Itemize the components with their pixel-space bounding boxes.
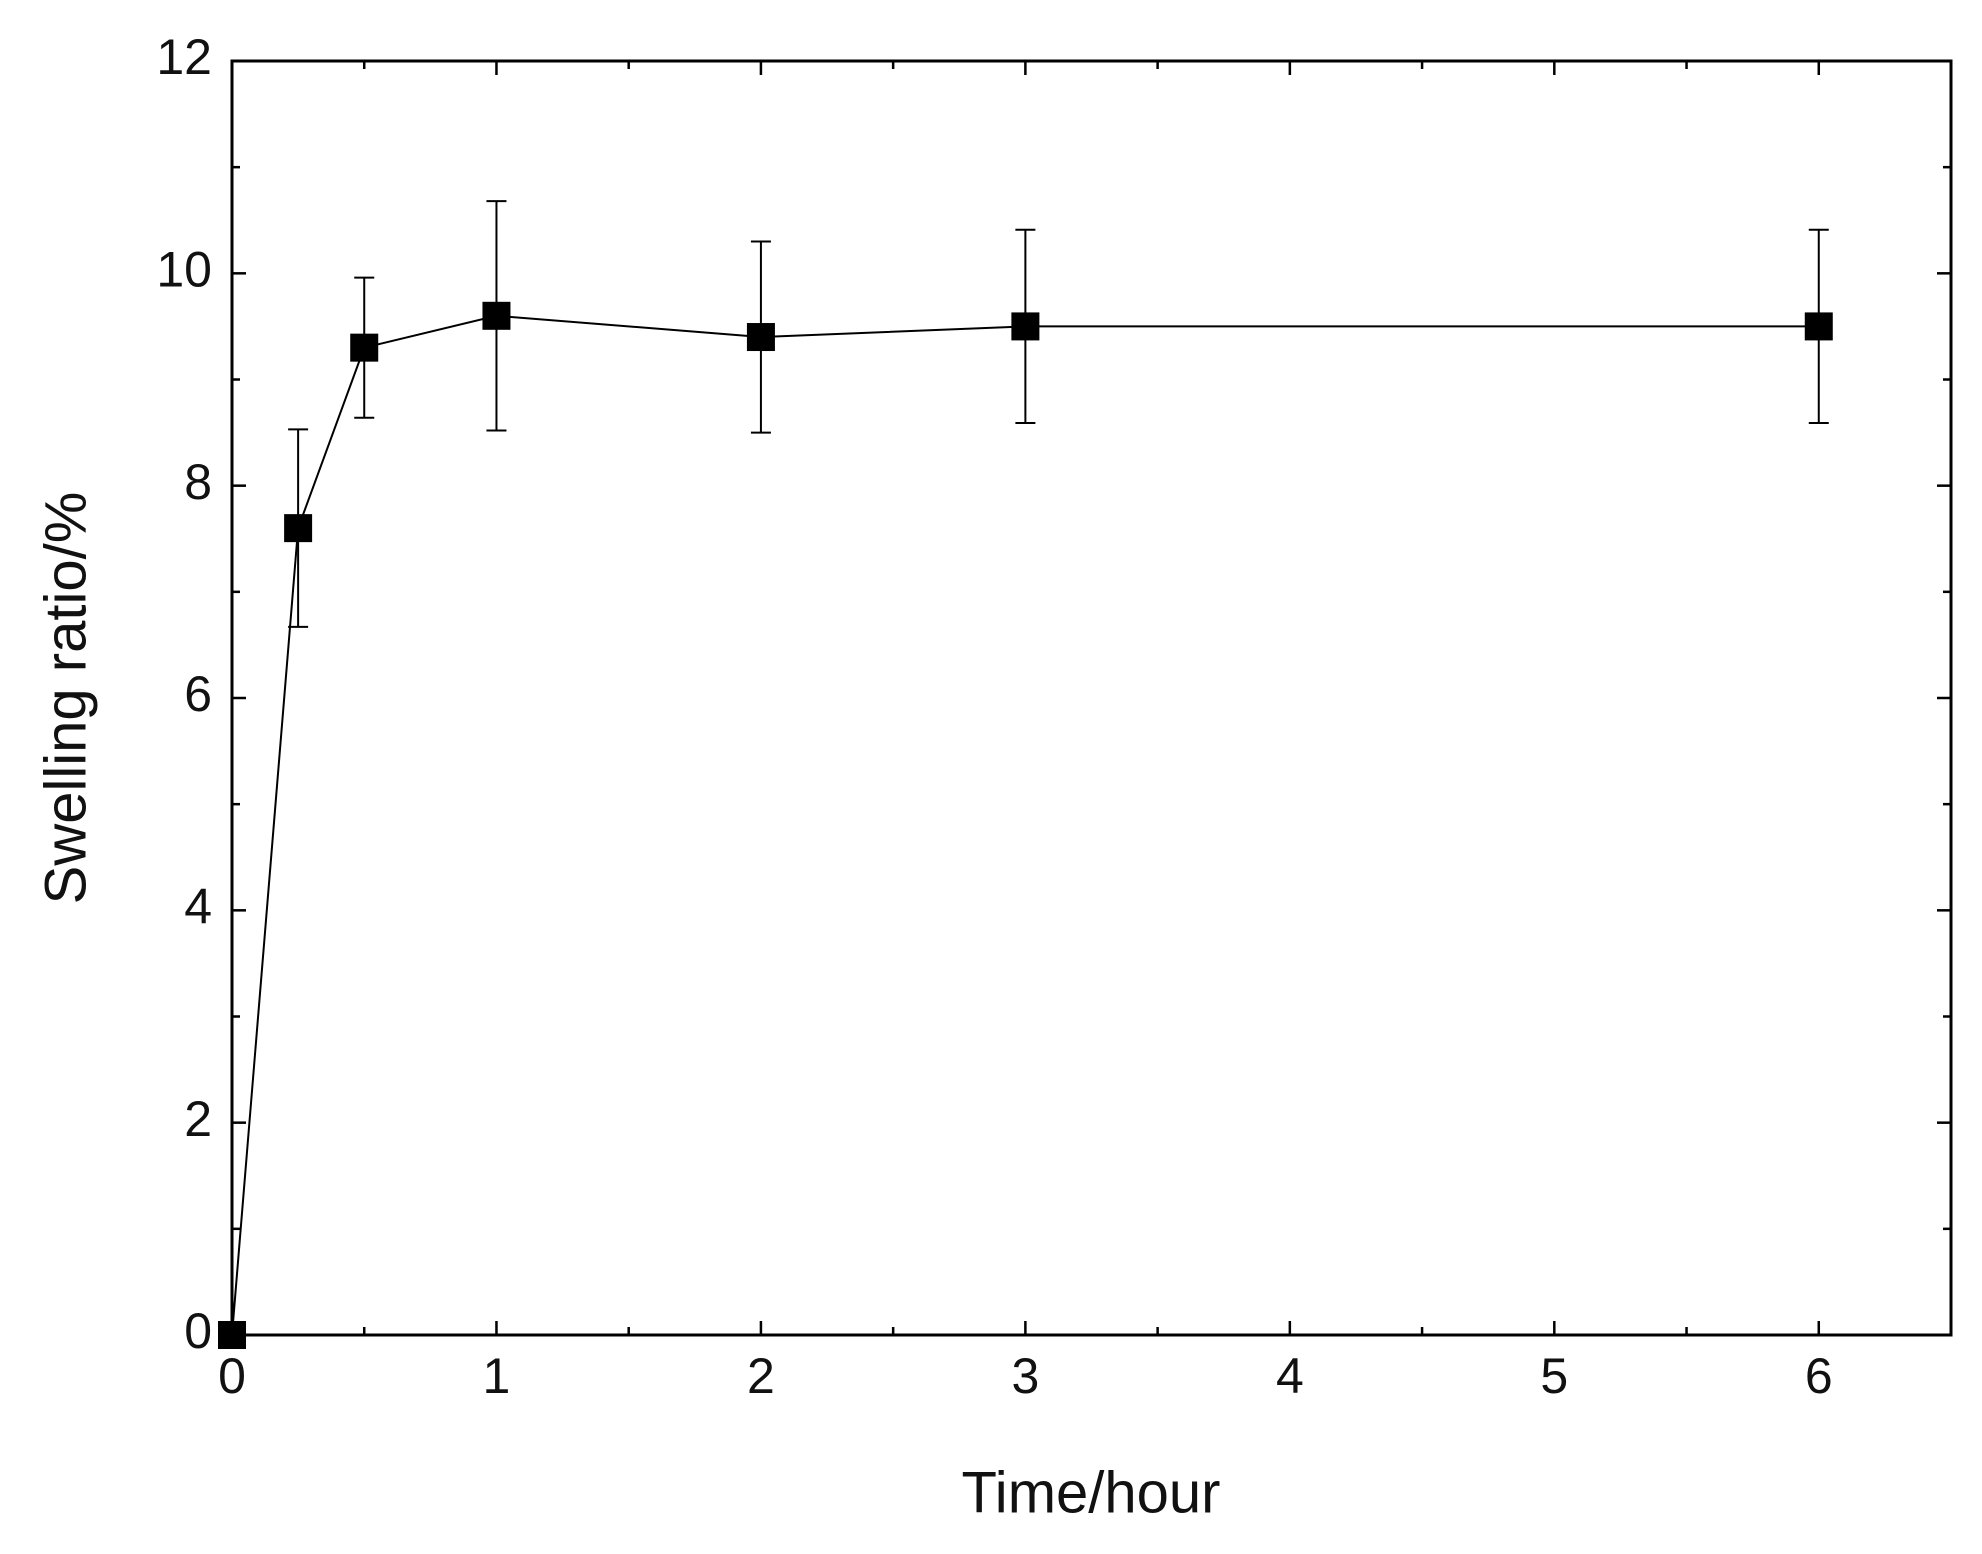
y-tick-label: 2 bbox=[184, 1091, 212, 1147]
marker bbox=[1011, 312, 1040, 341]
x-tick-label: 6 bbox=[1805, 1348, 1833, 1404]
plot-frame bbox=[230, 59, 1953, 1337]
y-tick-label: 10 bbox=[156, 242, 212, 298]
y-axis-label: Swelling ratio/% bbox=[33, 492, 98, 905]
y-tick-label: 8 bbox=[184, 454, 212, 510]
x-axis-label: Time/hour bbox=[962, 1460, 1221, 1525]
x-tick-label: 1 bbox=[483, 1348, 511, 1404]
y-tick-label: 4 bbox=[184, 879, 212, 935]
marker bbox=[1804, 312, 1833, 341]
x-tick-label: 2 bbox=[747, 1348, 775, 1404]
marker bbox=[482, 301, 511, 330]
y-tick-label: 0 bbox=[184, 1303, 212, 1359]
marker bbox=[746, 323, 775, 352]
x-tick-label: 0 bbox=[218, 1348, 246, 1404]
x-tick-label: 5 bbox=[1540, 1348, 1568, 1404]
marker bbox=[350, 333, 379, 362]
marker bbox=[284, 514, 313, 543]
x-tick-label: 3 bbox=[1011, 1348, 1039, 1404]
marker bbox=[218, 1321, 246, 1349]
y-tick-label: 6 bbox=[184, 666, 212, 722]
y-tick-label: 12 bbox=[156, 29, 212, 85]
data-line bbox=[231, 314, 1819, 1336]
x-tick-label: 4 bbox=[1276, 1348, 1304, 1404]
